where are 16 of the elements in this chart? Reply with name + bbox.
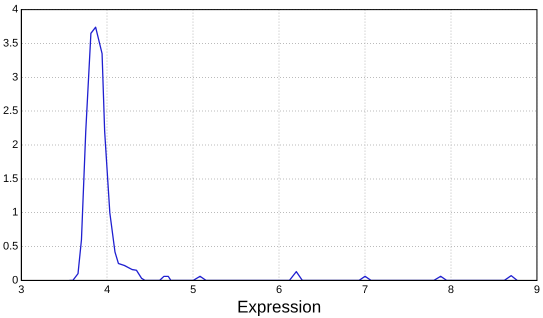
y-tick-label: 1 xyxy=(12,206,18,219)
x-tick-label: 4 xyxy=(104,284,110,296)
x-tick-label: 6 xyxy=(276,284,282,296)
y-tick-label: 2 xyxy=(12,139,18,152)
y-tick-label: 2.5 xyxy=(2,105,18,118)
x-tick-label: 5 xyxy=(190,284,196,296)
y-tick-label: 3.5 xyxy=(2,37,18,50)
y-tick-label: 4 xyxy=(12,4,18,16)
y-tick-label: 0.5 xyxy=(2,240,18,253)
y-tick-label: 1.5 xyxy=(2,172,18,185)
x-axis-title: Expression xyxy=(237,297,322,316)
x-tick-label: 7 xyxy=(362,284,368,296)
y-tick-label: 3 xyxy=(12,71,18,84)
x-tick-label: 8 xyxy=(448,284,454,296)
y-tick-label: 0 xyxy=(12,274,18,286)
x-tick-label: 9 xyxy=(534,284,540,296)
